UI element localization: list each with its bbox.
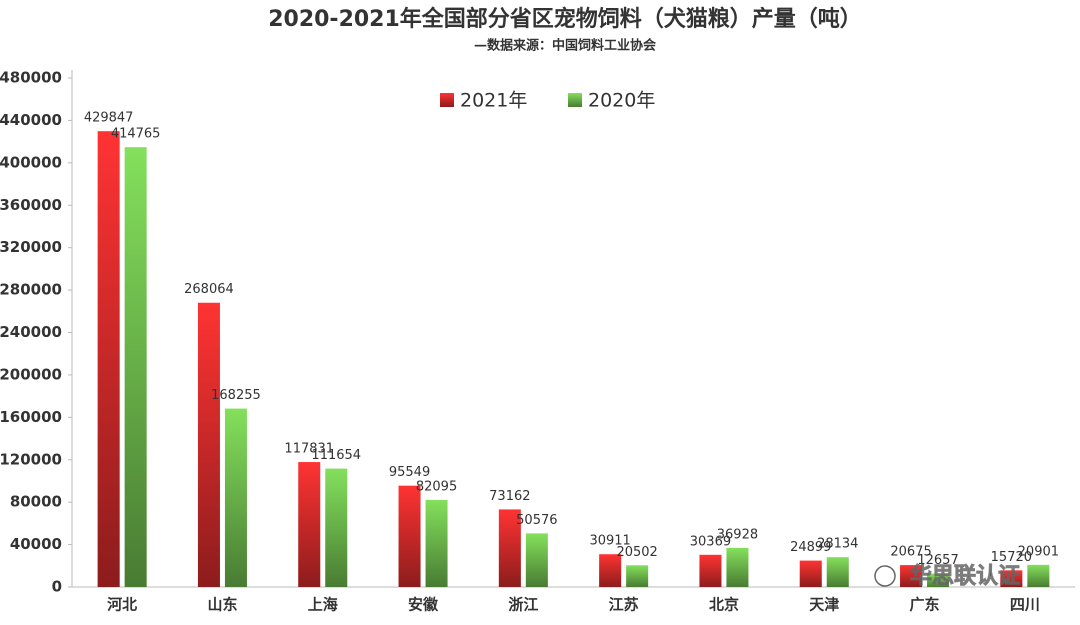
x-tick-label: 江苏 bbox=[609, 596, 639, 614]
bar-shade bbox=[599, 554, 622, 587]
y-tick-label: 440000 bbox=[0, 111, 62, 129]
value-label: 36928 bbox=[717, 527, 758, 542]
x-tick-label: 浙江 bbox=[508, 596, 538, 614]
bar-shade bbox=[1000, 570, 1023, 587]
x-tick-label: 河北 bbox=[107, 596, 137, 614]
bar-shade bbox=[398, 485, 421, 587]
value-label: 20675 bbox=[890, 545, 931, 560]
x-tick-label: 北京 bbox=[709, 596, 739, 614]
bar-shade bbox=[1027, 564, 1050, 587]
bar-shade bbox=[224, 408, 247, 587]
value-label: 111654 bbox=[311, 448, 361, 463]
y-tick-label: 280000 bbox=[0, 281, 62, 299]
value-label: 168255 bbox=[211, 388, 261, 403]
value-label: 28134 bbox=[817, 537, 858, 552]
value-label: 82095 bbox=[416, 479, 457, 494]
value-label: 95549 bbox=[389, 465, 430, 480]
y-tick-label: 160000 bbox=[0, 408, 62, 426]
legend-swatch-shade bbox=[568, 93, 582, 107]
y-tick-label: 240000 bbox=[0, 323, 62, 341]
chart-title: 2020-2021年全国部分省区宠物饲料（犬猫粮）产量（吨） bbox=[268, 6, 862, 32]
y-tick-label: 400000 bbox=[0, 153, 62, 171]
value-label: 414765 bbox=[111, 127, 161, 142]
watermark: 华思联认证 bbox=[910, 563, 1020, 589]
value-label: 20901 bbox=[1018, 544, 1059, 559]
bar-shade bbox=[626, 565, 649, 587]
bar-shade bbox=[298, 462, 321, 587]
value-label: 50576 bbox=[516, 513, 557, 528]
bar-shade bbox=[425, 499, 448, 587]
y-tick-label: 480000 bbox=[0, 69, 62, 87]
y-tick-label: 200000 bbox=[0, 365, 62, 383]
bar-shade bbox=[325, 468, 348, 587]
y-tick-label: 0 bbox=[52, 578, 62, 596]
x-tick-label: 上海 bbox=[308, 596, 338, 614]
bar-shade bbox=[799, 560, 822, 587]
value-label: 268064 bbox=[184, 282, 234, 297]
value-label: 429847 bbox=[84, 111, 134, 126]
x-tick-label: 山东 bbox=[207, 596, 237, 614]
x-tick-label: 天津 bbox=[809, 596, 839, 614]
y-tick-label: 120000 bbox=[0, 450, 62, 468]
x-tick-label: 广东 bbox=[910, 596, 940, 614]
value-label: 20502 bbox=[616, 545, 657, 560]
bar-shade bbox=[826, 557, 849, 587]
bar-shade bbox=[927, 573, 950, 587]
bar-shade bbox=[525, 533, 548, 587]
value-label: 73162 bbox=[489, 489, 530, 504]
bar-shade bbox=[498, 509, 521, 587]
bar-shade bbox=[197, 302, 220, 587]
watermark-icon bbox=[874, 565, 896, 587]
value-label: 24899 bbox=[790, 540, 831, 555]
value-label: 30369 bbox=[690, 534, 731, 549]
y-tick-label: 320000 bbox=[0, 238, 62, 256]
bar-shade bbox=[726, 547, 749, 587]
y-tick-label: 360000 bbox=[0, 196, 62, 214]
value-label: 15720 bbox=[991, 550, 1032, 565]
legend-label: 2020年 bbox=[588, 90, 655, 112]
bar-shade bbox=[699, 554, 722, 587]
bar-shade bbox=[97, 131, 120, 587]
x-tick-label: 安徽 bbox=[408, 596, 439, 614]
value-label: 117831 bbox=[284, 442, 334, 457]
legend-swatch-shade bbox=[440, 93, 454, 107]
legend-label: 2021年 bbox=[460, 90, 527, 112]
x-tick-label: 四川 bbox=[1010, 596, 1040, 614]
value-label: 12657 bbox=[917, 553, 958, 568]
y-tick-label: 40000 bbox=[10, 535, 62, 553]
bar-shade bbox=[900, 565, 923, 587]
bar-shade bbox=[124, 147, 147, 588]
chart-subtitle: —数据来源：中国饲料工业协会 bbox=[474, 38, 657, 54]
y-tick-label: 80000 bbox=[10, 493, 62, 511]
value-label: 30911 bbox=[589, 534, 630, 549]
